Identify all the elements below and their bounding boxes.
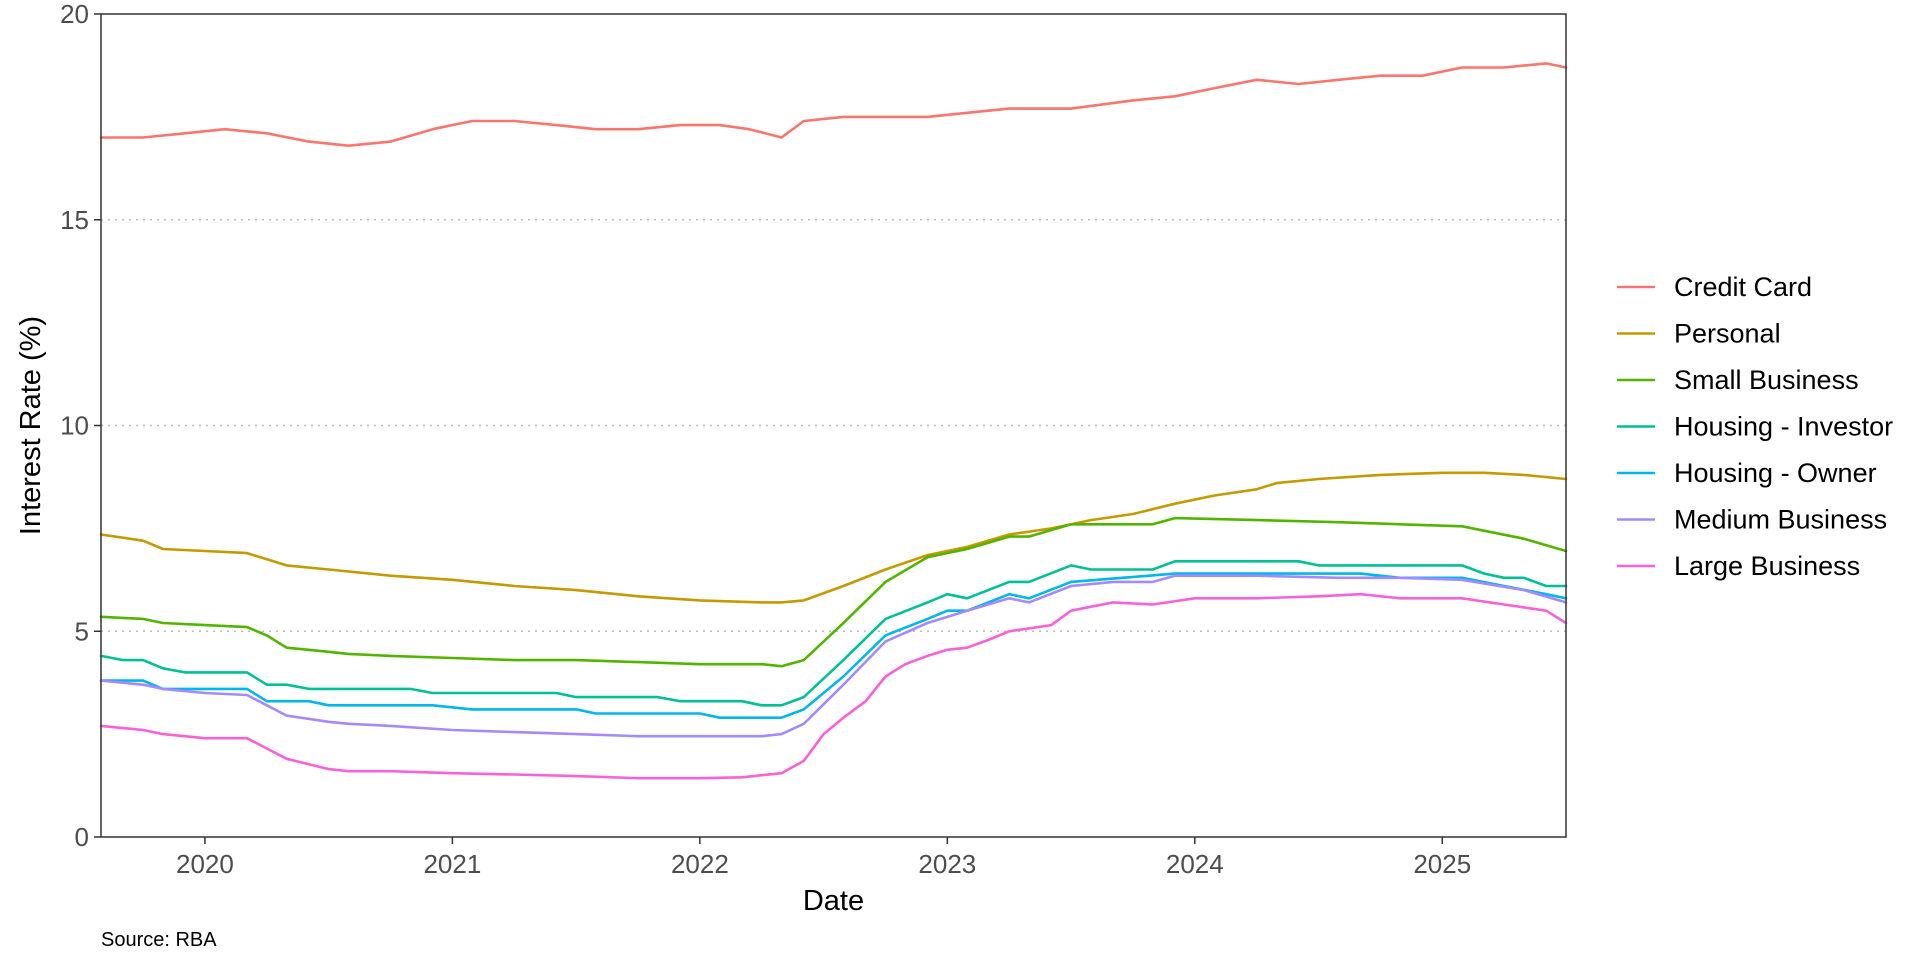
series-line-small-business	[99, 516, 1568, 668]
series-line-personal	[99, 471, 1568, 604]
source-caption: Source: RBA	[101, 929, 217, 951]
y-tick-label: 15	[60, 205, 89, 235]
x-tick-label: 2024	[1166, 849, 1224, 879]
legend-label: Personal	[1674, 319, 1781, 349]
y-tick-label: 10	[60, 411, 89, 441]
legend-label: Small Business	[1674, 365, 1859, 395]
series-line-housing-owner	[99, 572, 1568, 719]
x-tick-label: 2022	[671, 849, 729, 879]
legend-label: Large Business	[1674, 551, 1860, 581]
series-line-medium-business	[99, 574, 1568, 738]
y-tick-label: 5	[75, 616, 89, 646]
x-tick-label: 2025	[1413, 849, 1471, 879]
series-line-housing-investor	[99, 560, 1568, 707]
x-axis: 2020 2021 2022 2023 2024 2025	[176, 837, 1471, 879]
legend-label: Housing - Investor	[1674, 412, 1893, 442]
legend-label: Housing - Owner	[1674, 458, 1877, 488]
x-tick-label: 2021	[423, 849, 481, 879]
series-lines	[99, 62, 1568, 780]
x-tick-label: 2020	[176, 849, 234, 879]
legend-label: Medium Business	[1674, 505, 1887, 535]
y-tick-label: 20	[60, 0, 89, 29]
y-axis: 0 5 10 15 20	[60, 0, 101, 852]
x-tick-label: 2023	[918, 849, 976, 879]
series-line-large-business	[99, 592, 1568, 780]
y-tick-label: 0	[75, 822, 89, 852]
y-axis-title: Interest Rate (%)	[15, 316, 47, 535]
x-axis-title: Date	[803, 885, 864, 917]
plot-panel-border	[100, 13, 1567, 838]
legend: Credit Card Personal Small Business Housing…	[1617, 272, 1893, 581]
legend-label: Credit Card	[1674, 272, 1812, 302]
series-line-credit-card	[99, 62, 1568, 147]
